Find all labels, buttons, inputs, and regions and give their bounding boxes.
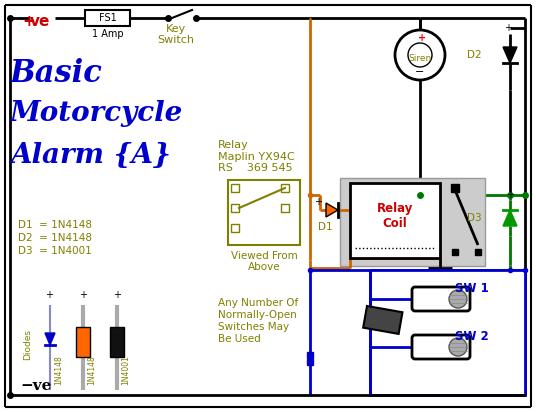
Bar <box>281 184 289 192</box>
Polygon shape <box>45 333 55 345</box>
Text: Siren: Siren <box>408 54 431 63</box>
Text: Maplin YX94C: Maplin YX94C <box>218 152 295 162</box>
Text: +: + <box>79 290 87 300</box>
Bar <box>228 180 300 245</box>
Bar <box>363 306 403 334</box>
Text: 1N4001: 1N4001 <box>121 355 130 385</box>
Text: Normally-Open: Normally-Open <box>218 310 297 320</box>
FancyBboxPatch shape <box>412 287 470 311</box>
Text: D1: D1 <box>318 222 332 232</box>
Text: Diodes: Diodes <box>24 330 33 360</box>
Text: +: + <box>506 190 514 200</box>
Text: −ve: −ve <box>20 379 51 393</box>
Text: Switches May: Switches May <box>218 322 289 332</box>
Bar <box>340 178 485 266</box>
Text: FS1: FS1 <box>99 13 116 23</box>
Bar <box>281 204 289 212</box>
Text: Basic: Basic <box>10 58 103 89</box>
Text: SW 2: SW 2 <box>455 330 489 343</box>
Text: D3: D3 <box>467 213 482 223</box>
Text: ve: ve <box>30 14 50 29</box>
Text: +: + <box>113 290 121 300</box>
Text: +: + <box>45 290 53 300</box>
Bar <box>350 183 440 258</box>
Circle shape <box>449 338 467 356</box>
Bar <box>231 204 239 212</box>
Text: Coil: Coil <box>383 216 407 229</box>
Bar <box>231 184 239 192</box>
Text: −: − <box>415 67 425 77</box>
Circle shape <box>408 43 432 67</box>
Text: SW 1: SW 1 <box>455 282 489 295</box>
Polygon shape <box>503 210 517 226</box>
Text: Any Number Of: Any Number Of <box>218 298 298 308</box>
Text: Motorcycle: Motorcycle <box>10 100 183 127</box>
Text: Relay: Relay <box>218 140 249 150</box>
Bar <box>370 270 525 395</box>
Text: +: + <box>314 197 322 207</box>
Polygon shape <box>326 203 338 217</box>
Bar <box>110 327 124 357</box>
Text: Switch: Switch <box>158 35 195 45</box>
Text: 1 Amp: 1 Amp <box>92 29 123 39</box>
Circle shape <box>395 30 445 80</box>
Text: Viewed From: Viewed From <box>230 251 297 261</box>
Text: +: + <box>418 33 426 43</box>
Text: Key: Key <box>166 24 186 34</box>
FancyBboxPatch shape <box>412 335 470 359</box>
Polygon shape <box>503 47 517 63</box>
Text: 1N4148: 1N4148 <box>54 355 63 385</box>
Text: D2  = 1N4148: D2 = 1N4148 <box>18 233 92 243</box>
Text: Above: Above <box>248 262 280 272</box>
Bar <box>85 10 130 26</box>
Text: Be Used: Be Used <box>218 334 260 344</box>
Text: 1N4148: 1N4148 <box>87 355 96 385</box>
Text: Relay: Relay <box>377 201 413 215</box>
Text: D2: D2 <box>467 50 482 60</box>
Circle shape <box>449 290 467 308</box>
Text: +: + <box>22 14 35 29</box>
Text: Alarm {A}: Alarm {A} <box>10 142 171 169</box>
Bar <box>231 224 239 232</box>
Text: D1  = 1N4148: D1 = 1N4148 <box>18 220 92 230</box>
Text: +: + <box>504 23 512 33</box>
Bar <box>76 327 90 357</box>
Text: D3  = 1N4001: D3 = 1N4001 <box>18 246 92 256</box>
Text: RS    369 545: RS 369 545 <box>218 163 293 173</box>
